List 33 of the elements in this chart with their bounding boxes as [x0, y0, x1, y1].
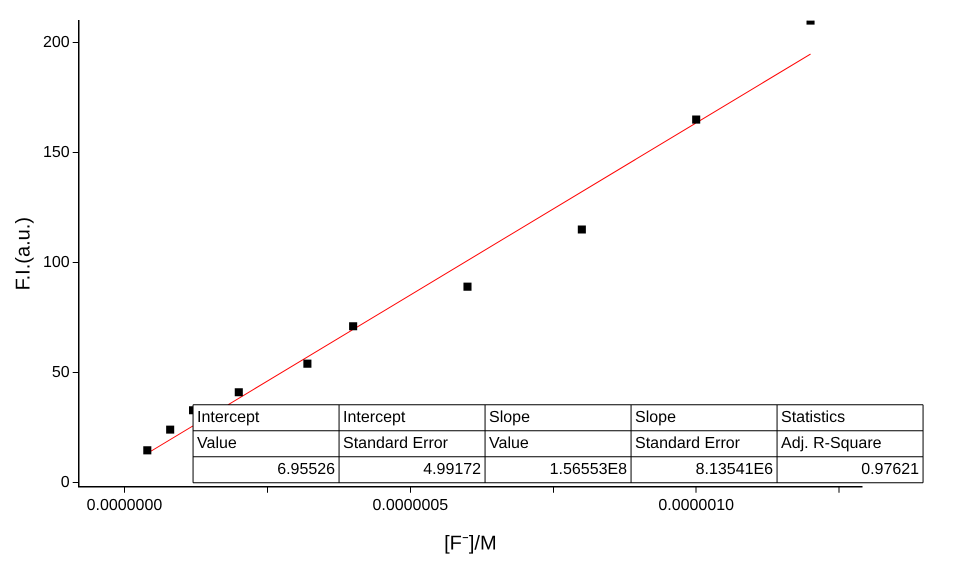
annotation: 1.56553E8 — [550, 461, 628, 478]
point — [463, 282, 472, 291]
point — [234, 388, 243, 396]
annotation: Value — [197, 435, 237, 452]
point — [303, 360, 312, 368]
annotation: Standard Error — [343, 435, 449, 452]
annotation: 4.99172 — [423, 461, 482, 478]
annotation: Slope — [635, 409, 676, 426]
y-tick-label: 0 — [60, 474, 70, 491]
annotation: 8.13541E6 — [696, 461, 774, 478]
annotation: Slope — [489, 409, 530, 426]
y-tick-label: 200 — [42, 34, 70, 51]
point — [349, 322, 358, 330]
y-tick-label: 150 — [42, 144, 70, 161]
x-tick-label: 0.0000010 — [658, 496, 734, 514]
annotation: Standard Error — [635, 435, 741, 452]
y-tick-label: 50 — [52, 364, 70, 381]
x-tick-label: 0.0000000 — [86, 496, 162, 514]
annotation: Intercept — [197, 409, 260, 426]
annotation: Value — [489, 435, 529, 452]
y-tick-label: 100 — [42, 254, 70, 271]
annotation: 0.97621 — [861, 461, 920, 478]
point — [692, 116, 700, 124]
x-tick-label: 0.0000005 — [372, 496, 448, 514]
annotation: Adj. R-Square — [781, 435, 882, 452]
annotation: Statistics — [781, 409, 846, 426]
x-axis-title: [F⁻]/M — [444, 532, 497, 555]
point — [578, 225, 586, 234]
annotation: 6.95526 — [277, 461, 336, 478]
annotation: Intercept — [343, 409, 406, 426]
y-axis-title: F.I.(a.u.) — [12, 217, 35, 290]
point — [166, 426, 174, 434]
point — [143, 446, 152, 454]
